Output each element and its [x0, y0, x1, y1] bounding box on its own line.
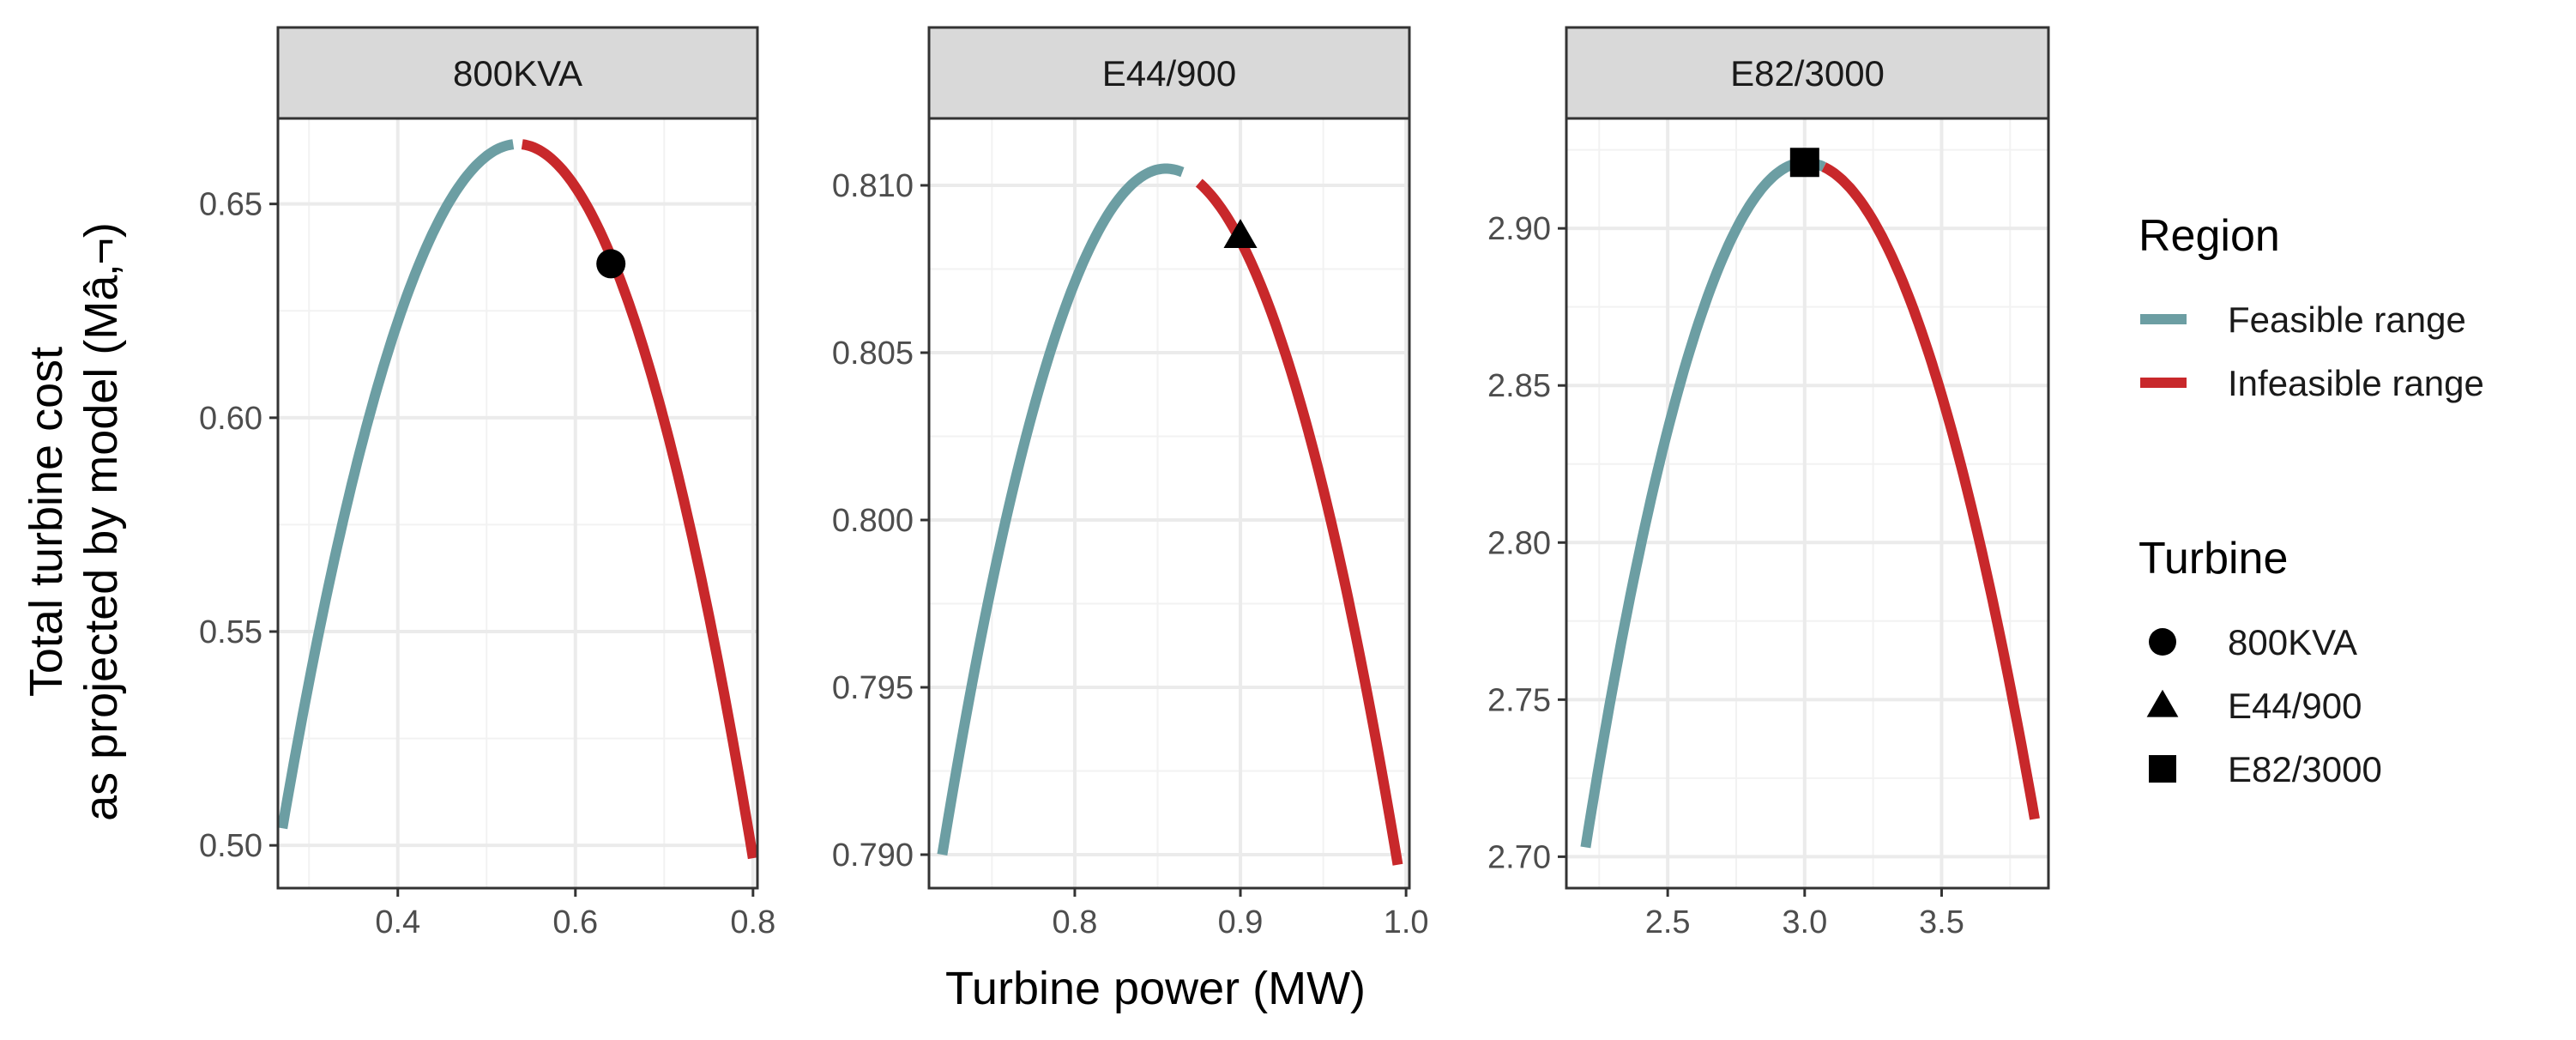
series-line-infeasible	[1821, 162, 2040, 820]
y-axis-title-line-2: as projected by model (Mâ‚¬)	[75, 222, 127, 821]
x-tick-label: 1.0	[1384, 904, 1429, 940]
x-tick-label: 2.5	[1645, 904, 1691, 940]
y-tick-label: 2.90	[1487, 211, 1551, 247]
y-tick-label: 0.810	[832, 168, 914, 204]
series-line-feasible	[1580, 157, 1826, 849]
x-tick-label: 0.8	[730, 904, 775, 940]
panel-3: E82/3000 2.5 3.0 3.5 2.70 2.75 2.80 2.85 2.90	[1487, 26, 2050, 940]
legend-title-turbine: Turbine	[2139, 534, 2288, 583]
y-tick-label: 0.805	[832, 336, 914, 372]
turbine-marker	[1789, 148, 1819, 178]
panel-strip-label: E82/3000	[1730, 53, 1885, 94]
series-line-feasible	[937, 163, 1185, 856]
x-tick-label: 3.5	[1919, 904, 1964, 940]
legend-label: Infeasible range	[2228, 363, 2484, 403]
x-tick-label: 0.6	[552, 904, 598, 940]
plot-background	[929, 118, 1409, 888]
y-tick-label: 0.800	[832, 503, 914, 539]
plot-background	[278, 118, 757, 888]
panel-strip	[1565, 26, 2050, 120]
y-tick-label: 0.790	[832, 837, 914, 874]
panel-border	[1565, 117, 2050, 890]
panel-strip-label: E44/900	[1102, 53, 1236, 94]
turbine-marker	[596, 249, 626, 279]
legend-key-marker	[2149, 755, 2176, 783]
x-tick-label: 0.8	[1053, 904, 1098, 940]
series-line-infeasible	[521, 139, 758, 860]
panel-strip	[927, 26, 1411, 120]
y-axis-title-line-1: Total turbine cost	[21, 347, 72, 697]
chart-panels: 800KVA 0.4 0.6 0.8 0.50 0.55 0.60 0.65 E44/900 0.…	[199, 26, 2050, 940]
y-tick-label: 0.55	[199, 614, 262, 650]
y-tick-label: 2.70	[1487, 839, 1551, 875]
y-tick-label: 0.50	[199, 828, 262, 864]
panel-strip-label: 800KVA	[453, 53, 582, 94]
y-tick-label: 2.75	[1487, 682, 1551, 718]
y-tick-label: 0.60	[199, 401, 262, 437]
x-tick-label: 0.4	[375, 904, 420, 940]
legend-label: E44/900	[2228, 686, 2362, 726]
legend-title-region: Region	[2139, 211, 2280, 261]
y-tick-label: 2.85	[1487, 368, 1551, 404]
legend-key-marker	[2146, 689, 2179, 717]
turbine-marker	[1223, 219, 1258, 249]
y-tick-label: 0.795	[832, 670, 914, 706]
panel-1: 800KVA 0.4 0.6 0.8 0.50 0.55 0.60 0.65	[199, 26, 775, 940]
x-tick-label: 3.0	[1782, 904, 1827, 940]
x-axis-title: Turbine power (MW)	[945, 963, 1366, 1014]
panel-border	[276, 117, 759, 890]
panel-2: E44/900 0.8 0.9 1.0 0.790 0.795 0.800 0.805 0.81…	[832, 26, 1429, 940]
legend-label: E82/3000	[2228, 749, 2382, 789]
panel-border	[927, 117, 1411, 890]
legend-label: 800KVA	[2228, 622, 2357, 662]
y-tick-label: 0.65	[199, 187, 262, 223]
y-tick-label: 2.80	[1487, 525, 1551, 561]
plot-background	[1566, 118, 2048, 888]
legend-key-marker	[2149, 628, 2176, 656]
series-line-feasible	[277, 139, 515, 830]
panel-strip	[276, 26, 759, 120]
legend-label: Feasible range	[2228, 299, 2466, 340]
series-line-infeasible	[1195, 178, 1403, 866]
x-tick-label: 0.9	[1218, 904, 1264, 940]
legend: Region Feasible range Infeasible range Turb…	[2139, 211, 2484, 789]
